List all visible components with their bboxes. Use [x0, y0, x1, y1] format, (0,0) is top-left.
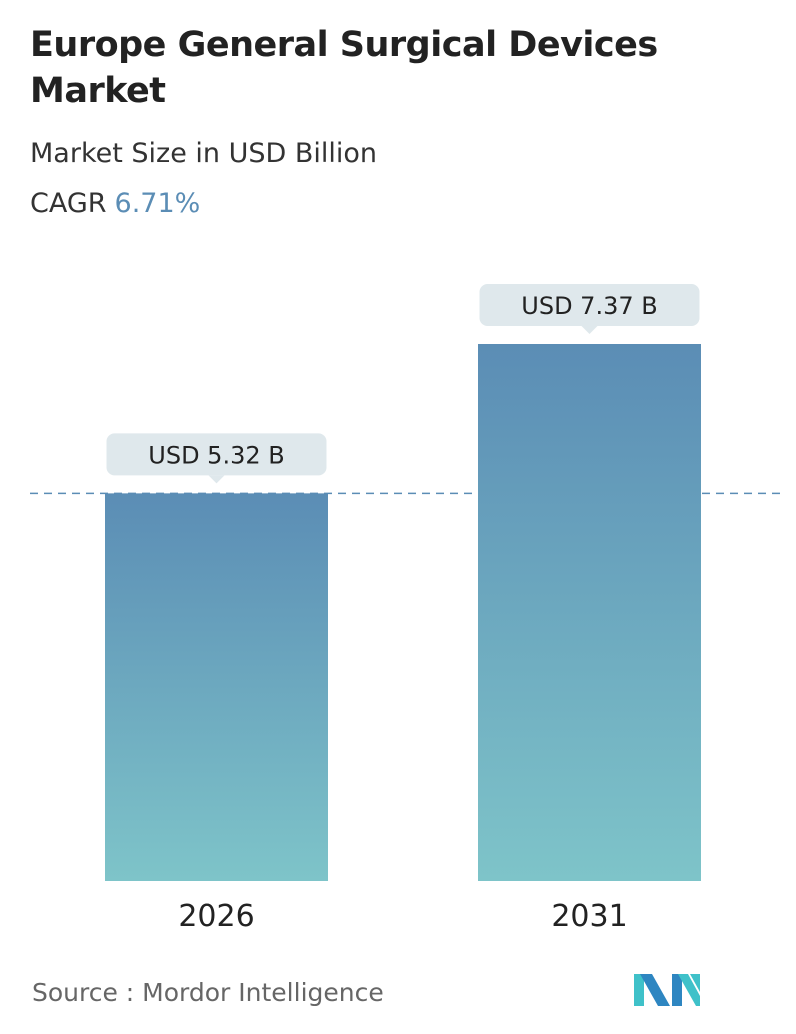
page-title: Europe General Surgical Devices Market: [30, 25, 658, 111]
data-label-box: [106, 433, 327, 476]
bar-2026: [105, 493, 328, 881]
data-label-pointer: [581, 326, 598, 334]
data-label-box: [479, 284, 700, 326]
bar-2031: [478, 344, 701, 881]
data-label: USD 7.37 B: [521, 292, 657, 320]
cagr-value: 6.71%: [114, 188, 201, 219]
x-tick-label: 2031: [551, 899, 627, 934]
mordor-intelligence-logo: [634, 974, 700, 1006]
data-label-pointer: [208, 475, 225, 484]
data-label: USD 5.32 B: [148, 441, 284, 469]
chart-subtitle: Market Size in USD Billion: [30, 138, 378, 169]
cagr-label: CAGR: [30, 188, 107, 219]
source-text: Source : Mordor Intelligence: [32, 978, 384, 1007]
bar-chart: USD 5.32 B 2026 USD 7.37 B 2031: [30, 284, 780, 934]
cagr: CAGR 6.71%: [30, 188, 200, 219]
x-tick-label: 2026: [178, 899, 254, 934]
